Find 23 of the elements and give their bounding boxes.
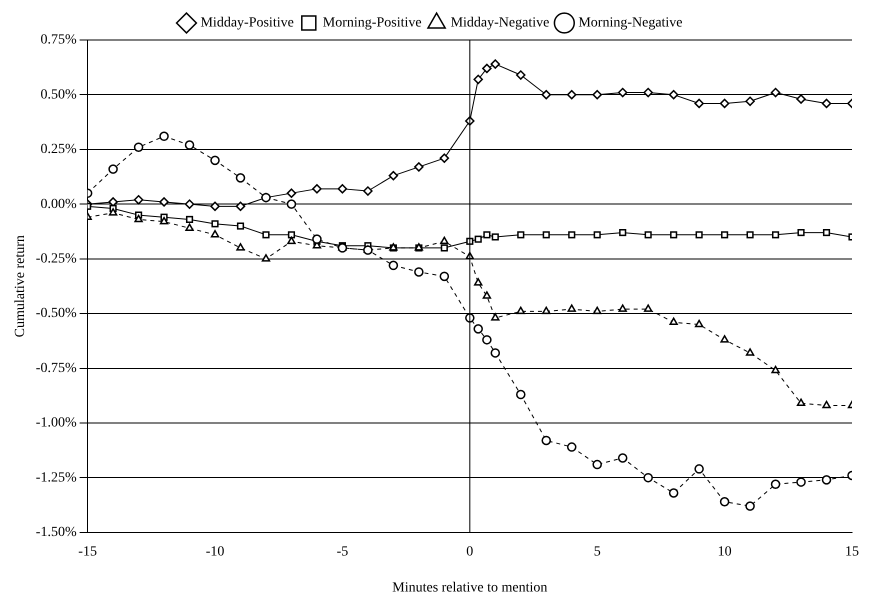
y-tick-label: -0.75% (36, 360, 77, 376)
y-tick-label: -1.25% (36, 470, 77, 486)
x-tick-label: -5 (336, 544, 348, 560)
y-tick-label: -0.50% (36, 306, 77, 322)
y-tick-label: 0.00% (40, 196, 77, 212)
legend-label: Midday-Negative (450, 16, 550, 31)
y-axis-title: Cumulative return (13, 235, 28, 338)
legend-label: Midday-Positive (200, 16, 294, 31)
x-tick-label: 15 (845, 544, 859, 560)
x-tick-label: -10 (206, 544, 224, 560)
legend-label: Morning-Negative (578, 16, 683, 31)
y-tick-label: 0.75% (40, 32, 77, 48)
y-tick-label: -1.00% (36, 416, 77, 431)
y-tick-label: 0.50% (40, 87, 77, 102)
x-tick-label: 0 (466, 544, 474, 560)
x-axis-title: Minutes relative to mention (392, 580, 548, 596)
x-tick-label: 10 (718, 544, 732, 560)
y-tick-label: 0.25% (40, 142, 77, 158)
x-tick-label: 5 (594, 544, 601, 560)
y-tick-label: -0.25% (36, 252, 77, 267)
y-tick-label: -1.50% (36, 525, 77, 540)
x-tick-label: -15 (78, 544, 97, 560)
legend-label: Morning-Positive (322, 16, 422, 31)
